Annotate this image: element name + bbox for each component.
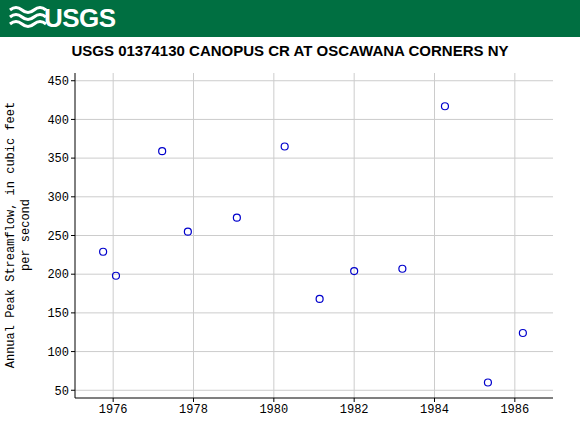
svg-text:200: 200 [47,268,69,282]
svg-text:350: 350 [47,152,69,166]
svg-text:400: 400 [47,114,69,128]
html-text:Annual Peak Streamflow, in cub: Annual Peak Streamflow, in cubic feet pe… [4,101,33,369]
svg-text:150: 150 [47,307,69,321]
html-text:USGS 01374130 CANOPUS CR AT OS: USGS 01374130 CANOPUS CR AT OSCAWANA COR… [71,42,509,59]
svg-text:50: 50 [55,385,69,399]
svg-text:1982: 1982 [340,403,369,417]
svg-text:1978: 1978 [179,403,208,417]
svg-text:1984: 1984 [420,403,449,417]
svg-text:450: 450 [47,75,69,89]
svg-text:250: 250 [47,230,69,244]
html-text:USGS: USGS [44,3,116,33]
svg-text:1976: 1976 [99,403,128,417]
svg-text:1986: 1986 [500,403,529,417]
svg-text:300: 300 [47,191,69,205]
svg-text:1980: 1980 [259,403,288,417]
svg-text:100: 100 [47,346,69,360]
